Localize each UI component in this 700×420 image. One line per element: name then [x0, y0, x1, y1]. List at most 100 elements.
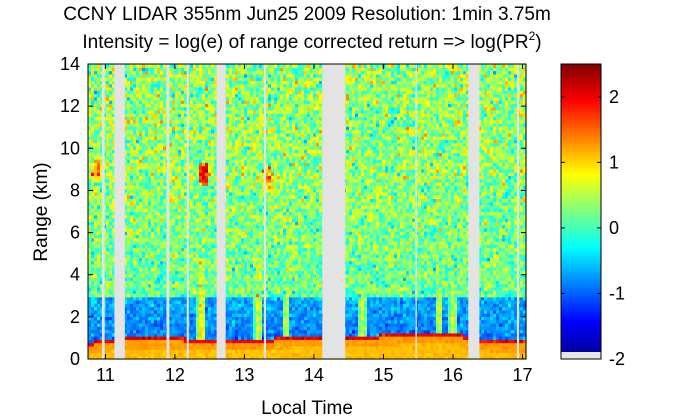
heatmap-cell	[136, 257, 140, 262]
heatmap-cell	[178, 113, 182, 118]
heatmap-cell	[238, 303, 242, 308]
heatmap-cell	[130, 352, 134, 357]
heatmap-cell	[214, 290, 218, 295]
heatmap-cell	[238, 129, 242, 134]
heatmap-cell	[148, 73, 152, 78]
heatmap-cell	[136, 293, 140, 298]
heatmap-cell	[91, 286, 95, 291]
heatmap-cell	[172, 316, 176, 321]
heatmap-cell	[133, 145, 137, 150]
heatmap-cell	[142, 263, 146, 268]
heatmap-cell	[127, 277, 131, 281]
heatmap-cell	[238, 260, 242, 265]
heatmap-cell	[109, 64, 113, 68]
heatmap-cell	[130, 136, 134, 140]
heatmap-cell	[91, 355, 95, 360]
heatmap-cell	[172, 70, 176, 75]
heatmap-cell	[151, 149, 155, 154]
heatmap-cell	[190, 142, 194, 147]
heatmap-cell	[112, 165, 116, 170]
heatmap-cell	[157, 277, 161, 281]
heatmap-cell	[178, 234, 182, 239]
heatmap-cell	[169, 270, 173, 275]
heatmap-cell	[229, 90, 233, 95]
heatmap-cell	[148, 103, 152, 108]
heatmap-cell	[97, 309, 101, 314]
heatmap-cell	[100, 70, 104, 75]
heatmap-cell	[199, 185, 203, 190]
heatmap-cell	[175, 100, 179, 104]
heatmap-cell	[172, 231, 176, 236]
heatmap-cell	[199, 70, 203, 75]
heatmap-cell	[94, 277, 98, 281]
heatmap-cell	[172, 188, 176, 193]
heatmap-cell	[127, 309, 131, 314]
heatmap-cell	[133, 168, 137, 173]
heatmap-cell	[235, 73, 239, 78]
heatmap-cell	[103, 339, 107, 344]
heatmap-cell	[148, 106, 152, 111]
heatmap-cell	[127, 103, 131, 108]
heatmap-cell	[238, 296, 242, 301]
heatmap-cell	[88, 178, 92, 183]
heatmap-cell	[235, 218, 239, 222]
heatmap-cell	[145, 290, 149, 295]
heatmap-cell	[199, 208, 203, 213]
heatmap-cell	[91, 149, 95, 154]
heatmap-cell	[238, 244, 242, 249]
heatmap-cell	[238, 267, 242, 272]
heatmap-cell	[181, 349, 185, 354]
heatmap-cell	[103, 123, 107, 127]
heatmap-cell	[88, 290, 92, 295]
heatmap-cell	[106, 260, 110, 265]
heatmap-cell	[94, 149, 98, 154]
heatmap-cell	[88, 162, 92, 167]
heatmap-cell	[124, 247, 128, 252]
heatmap-cell	[112, 250, 116, 255]
heatmap-cell	[175, 227, 179, 232]
heatmap-cell	[151, 260, 155, 265]
heatmap-cell	[196, 195, 200, 199]
heatmap-cell	[172, 185, 176, 190]
heatmap-cell	[106, 191, 110, 196]
heatmap-cell	[124, 152, 128, 157]
heatmap-cell	[238, 345, 242, 350]
heatmap-cell	[205, 293, 209, 298]
heatmap-cell	[103, 352, 107, 357]
heatmap-cell	[148, 231, 152, 236]
heatmap-cell	[157, 250, 161, 255]
heatmap-cell	[184, 313, 188, 317]
heatmap-cell	[124, 316, 128, 321]
heatmap-cell	[112, 195, 116, 199]
heatmap-cell	[100, 270, 104, 275]
heatmap-cell	[208, 155, 212, 160]
heatmap-cell	[214, 126, 218, 131]
heatmap-cell	[91, 126, 95, 131]
heatmap-cell	[88, 250, 92, 255]
heatmap-cell	[103, 260, 107, 265]
heatmap-cell	[163, 123, 167, 127]
heatmap-cell	[130, 332, 134, 337]
heatmap-cell	[154, 332, 158, 337]
heatmap-cell	[154, 106, 158, 111]
heatmap-cell	[109, 214, 113, 219]
heatmap-cell	[112, 280, 116, 285]
heatmap-cell	[100, 106, 104, 111]
heatmap-cell	[133, 306, 137, 311]
heatmap-cell	[184, 83, 188, 88]
heatmap-cell	[124, 303, 128, 308]
heatmap-cell	[226, 231, 230, 236]
heatmap-cell	[100, 139, 104, 144]
heatmap-cell	[145, 123, 149, 127]
heatmap-cell	[94, 313, 98, 317]
heatmap-cell	[88, 172, 92, 177]
heatmap-cell	[202, 178, 206, 183]
heatmap-cell	[97, 142, 101, 147]
heatmap-cell	[148, 322, 152, 327]
heatmap-cell	[193, 267, 197, 272]
heatmap-cell	[229, 191, 233, 196]
heatmap-cell	[136, 355, 140, 360]
heatmap-cell	[97, 86, 101, 91]
heatmap-cell	[205, 303, 209, 308]
heatmap-cell	[100, 244, 104, 249]
